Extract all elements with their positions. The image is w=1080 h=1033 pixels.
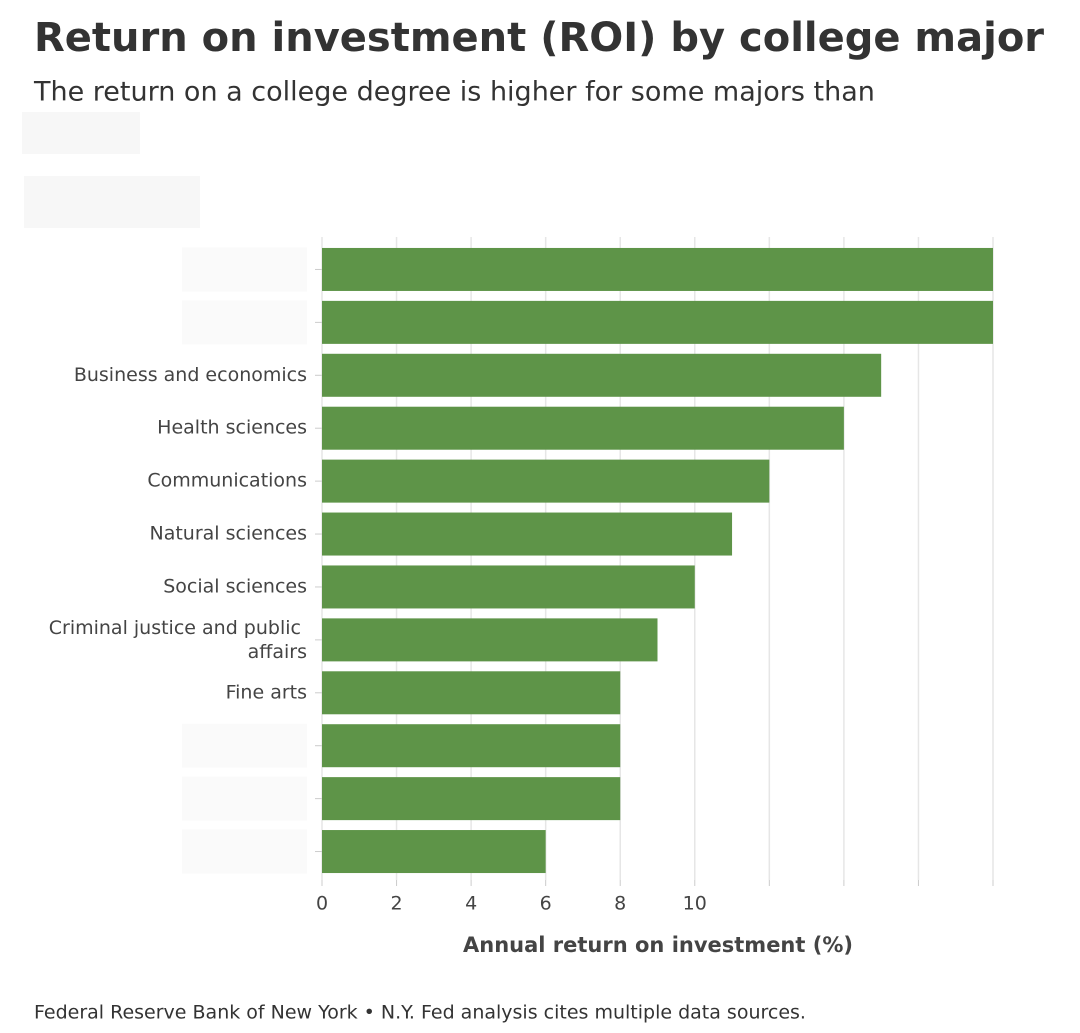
bar <box>322 618 658 662</box>
bar <box>322 300 993 344</box>
x-tick-label: 8 <box>614 893 626 915</box>
bar <box>322 777 621 821</box>
obscured-label <box>182 776 307 821</box>
y-tick-label: Criminal justice and public affairs <box>49 616 307 662</box>
y-tick-label: Communications <box>147 470 307 492</box>
y-tick-label: Social sciences <box>163 575 307 597</box>
y-tick-label: Fine arts <box>226 681 307 703</box>
bar <box>322 247 993 291</box>
obscured-label <box>182 300 307 345</box>
bar <box>322 353 882 397</box>
y-tick-label: Business and economics <box>74 364 307 386</box>
bar <box>322 830 546 874</box>
bar <box>322 724 621 768</box>
source-note: Federal Reserve Bank of New York • N.Y. … <box>34 1002 806 1024</box>
obscured-label <box>182 247 307 292</box>
bar <box>322 671 621 715</box>
x-tick-label: 2 <box>391 893 403 915</box>
chart-title: Return on investment (ROI) by college ma… <box>34 15 1044 61</box>
y-tick-label: Health sciences <box>157 417 307 439</box>
chart-subtitle: The return on a college degree is higher… <box>33 77 875 108</box>
obscured-block <box>24 176 200 228</box>
x-tick-label: 6 <box>540 893 552 915</box>
x-tick-label: 0 <box>316 893 328 915</box>
x-tick-label: 10 <box>683 893 707 915</box>
bar <box>322 459 770 503</box>
bar <box>322 565 695 609</box>
obscured-label <box>182 829 307 874</box>
x-tick-label: 4 <box>465 893 477 915</box>
bar <box>322 512 733 556</box>
y-tick-label: Natural sciences <box>149 523 307 545</box>
obscured-label <box>182 723 307 768</box>
x-axis-title: Annual return on investment (%) <box>463 933 853 957</box>
bar <box>322 406 844 450</box>
obscured-block <box>22 112 140 154</box>
